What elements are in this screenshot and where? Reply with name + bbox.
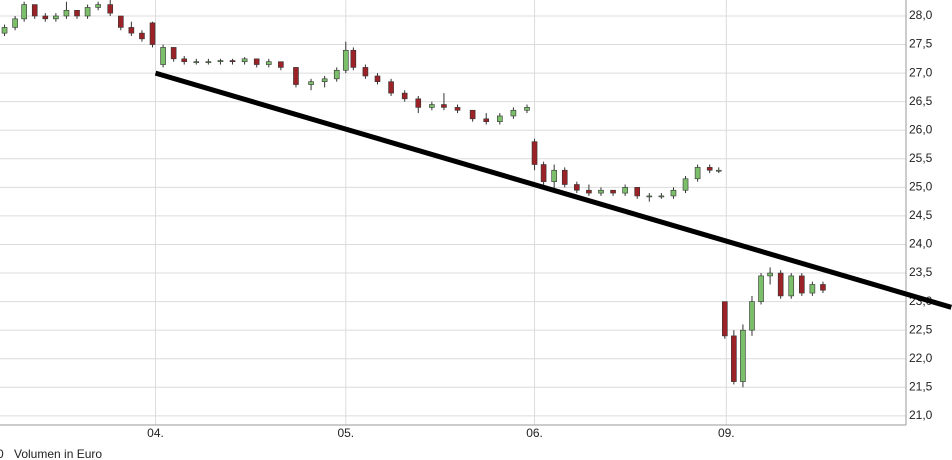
candle-body [278,61,284,68]
candle-body [205,61,212,63]
y-tick-label: 22,5 [909,322,933,336]
candle-body [454,107,461,111]
candle-body [63,9,70,17]
candle-body [820,284,826,291]
candle-body [634,187,641,197]
candle-body [241,58,248,62]
candle-body [540,164,547,182]
candle-body [441,104,447,108]
candle-body [31,4,38,17]
candle-body [388,81,394,94]
candle-body [160,47,166,65]
candle-body [193,61,200,63]
candle-body [1,27,8,34]
candle-body [561,169,568,185]
candle-body [118,15,124,28]
x-tick-label: 06. [526,426,543,440]
candle-body [510,109,517,117]
candle-body [682,178,689,191]
candle-body [809,284,816,294]
candle-body [107,4,114,14]
y-tick-label: 26,5 [909,94,933,108]
candle-body [265,61,272,65]
x-tick-label: 04. [147,426,164,440]
y-tick-label: 24,0 [909,237,933,251]
candle-body [308,81,314,85]
candle-body [139,32,145,40]
y-tick-label: 25,0 [909,180,933,194]
candle-body [469,109,476,120]
trend-line [154,70,952,310]
candle-body [74,9,80,17]
candle-body [53,15,59,20]
candle-body [646,195,653,198]
candle-body [293,67,299,85]
y-tick-label: 28,0 [909,8,933,22]
y-tick-label: 24,5 [909,208,933,222]
candle-body [788,275,795,297]
candle-body [401,92,408,100]
candle-body [586,189,592,194]
candle-body [622,187,628,194]
candle-body [84,7,91,17]
candle-body [721,301,728,337]
x-tick-label: 09. [718,426,735,440]
candle-body [149,22,156,45]
candle-body [799,275,805,294]
candle-body [342,49,349,71]
candle-body [362,67,369,77]
candle-body [229,60,236,62]
candle-body [731,335,737,382]
candle-body [524,107,530,111]
candle-body [415,98,422,108]
volume-tick: 0 [0,447,4,460]
y-tick-label: 27,0 [909,65,933,79]
candle-body [429,104,435,108]
volume-label: Volumen in Euro [14,447,102,460]
x-tick-label: 05. [337,426,354,440]
candle-body [610,189,616,194]
candle-body [333,69,340,80]
candle-body [670,189,677,197]
candle-body [253,58,260,65]
candle-body [658,195,665,198]
candle-body [21,4,27,20]
candle-body [181,58,188,62]
candle-body [715,169,722,172]
candle-body [706,167,713,171]
candle-body [767,272,773,277]
candle-body [758,275,764,302]
y-tick-label: 21,5 [909,379,933,393]
y-tick-label: 25,5 [909,151,933,165]
candle-body [350,49,357,68]
y-tick-label: 21,0 [909,408,933,422]
candle-body [374,75,381,82]
y-tick-label: 27,5 [909,37,933,51]
candle-body [777,272,784,297]
candle-body [694,167,701,180]
candle-body [42,15,49,20]
candle-body [497,115,503,122]
y-tick-label: 26,0 [909,122,933,136]
candle-body [217,60,224,62]
candle-body [170,47,177,60]
candle-body [483,118,490,122]
candle-body [574,184,580,191]
candle-body [95,4,101,8]
candle-body [531,141,538,165]
candle-body [598,189,604,194]
candle-body [321,78,328,82]
candle-body [12,18,18,28]
candle-body [551,169,557,182]
candle-body [740,329,746,382]
y-tick-label: 23,5 [909,265,933,279]
y-tick-label: 22,0 [909,351,933,365]
candle-body [749,301,755,331]
candle-body [128,27,135,34]
